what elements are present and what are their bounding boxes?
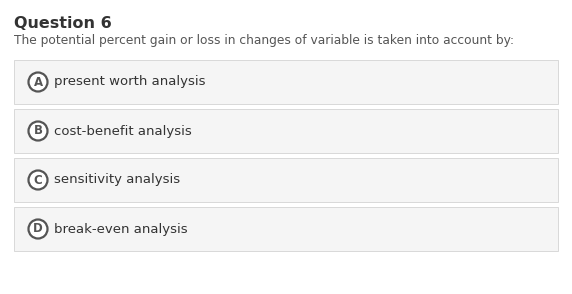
Circle shape [29,121,47,141]
Text: Question 6: Question 6 [14,16,112,31]
Text: A: A [33,76,42,88]
Circle shape [29,220,47,238]
Text: C: C [34,173,42,186]
FancyBboxPatch shape [14,207,558,251]
Circle shape [29,73,47,91]
Text: D: D [33,223,43,235]
Text: present worth analysis: present worth analysis [54,76,205,88]
FancyBboxPatch shape [14,158,558,202]
Text: cost-benefit analysis: cost-benefit analysis [54,124,192,138]
FancyBboxPatch shape [14,60,558,104]
Text: B: B [34,124,42,138]
Text: sensitivity analysis: sensitivity analysis [54,173,180,186]
FancyBboxPatch shape [14,109,558,153]
Text: break-even analysis: break-even analysis [54,223,188,235]
Text: The potential percent gain or loss in changes of variable is taken into account : The potential percent gain or loss in ch… [14,34,514,47]
Circle shape [29,171,47,190]
